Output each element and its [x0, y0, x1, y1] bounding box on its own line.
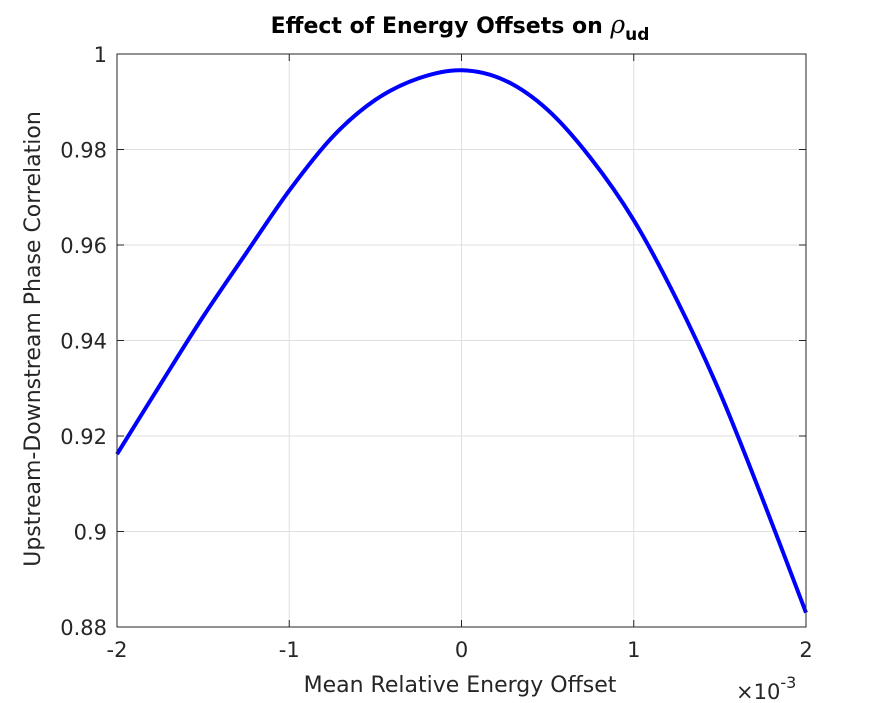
x-axis-label: Mean Relative Energy Offset	[304, 673, 617, 698]
y-tick-labels: 0.88 0.9 0.92 0.94 0.96 0.98 1	[60, 43, 107, 640]
chart-title-symbol: ρ	[609, 10, 625, 39]
x-axis-exponent: ×10-3	[736, 673, 796, 703]
y-axis-label: Upstream-Downstream Phase Correlation	[21, 111, 46, 567]
x-tick-label: -1	[279, 638, 300, 662]
x-tick-label: -2	[107, 638, 128, 662]
x-tick-labels: -2 -1 0 1 2	[107, 638, 813, 662]
x-tick-label: 1	[627, 638, 640, 662]
y-tick-label: 0.98	[60, 139, 107, 163]
series-line	[115, 68, 808, 614]
chart-title-text: Effect of Energy Offsets on	[271, 14, 611, 39]
y-tick-label: 0.92	[60, 425, 107, 449]
y-tick-label: 0.96	[60, 234, 107, 258]
axis-ticks	[116, 53, 807, 628]
y-tick-label: 1	[94, 43, 107, 67]
y-tick-label: 0.88	[60, 616, 107, 640]
chart-title: Effect of Energy Offsets on ρud	[271, 10, 650, 45]
x-axis-exponent-base: ×10	[736, 680, 780, 703]
y-tick-label: 0.94	[60, 330, 107, 354]
x-axis-exponent-power: -3	[780, 673, 796, 692]
x-tick-label: 0	[455, 638, 468, 662]
x-tick-label: 2	[799, 638, 812, 662]
chart-title-subscript: ud	[625, 25, 649, 45]
y-tick-label: 0.9	[74, 521, 107, 545]
series-layer	[115, 68, 808, 614]
